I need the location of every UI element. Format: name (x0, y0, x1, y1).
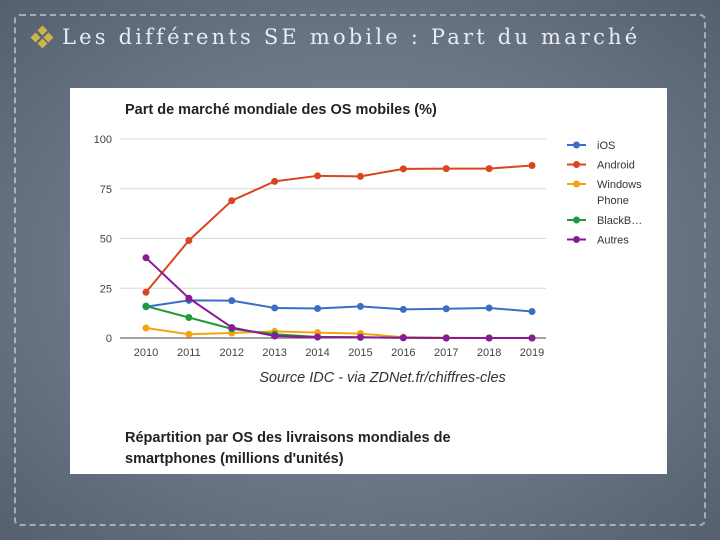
slide-frame (14, 14, 706, 526)
series-0-point (356, 302, 364, 310)
series-1-line (145, 164, 533, 293)
series-4-point (528, 334, 536, 342)
series-4-point (314, 333, 322, 341)
series-1-point (528, 161, 536, 169)
series-2-point (142, 324, 150, 332)
series-1-point (399, 165, 407, 173)
x-tick-label: 2016 (391, 347, 415, 359)
series-1-point (442, 165, 450, 173)
series-1-point (314, 172, 322, 180)
chart-source: Source IDC - via ZDNet.fr/chiffres-cles (259, 370, 506, 386)
series-4-point (228, 323, 236, 331)
legend-swatch-dot (573, 216, 580, 224)
x-tick-label: 2014 (305, 347, 329, 359)
diamond-bullet-icon (30, 25, 54, 49)
x-tick-label: 2019 (520, 347, 544, 359)
x-tick-label: 2012 (220, 347, 244, 359)
y-tick-label: 50 (100, 234, 112, 246)
legend-swatch-dot (573, 161, 580, 168)
series-3-point (185, 314, 193, 322)
series-0-point (485, 304, 493, 312)
series-1-point (485, 165, 493, 173)
x-tick-label: 2015 (348, 347, 372, 359)
series-4-point (271, 332, 279, 340)
series-4-point (485, 334, 493, 342)
legend-swatch-dot (573, 141, 580, 149)
legend-label: Android (597, 160, 635, 172)
series-0-line (145, 299, 533, 313)
series-2-point (185, 330, 193, 338)
legend-label: iOS (597, 140, 615, 152)
series-4-line (145, 257, 532, 339)
y-tick-label: 75 (100, 184, 112, 196)
slide-title-text: Les différents SE mobile : Part du march… (62, 25, 641, 49)
x-tick-label: 2011 (177, 347, 201, 359)
series-4-point (442, 334, 450, 342)
series-4-point (185, 294, 193, 302)
series-1-point (271, 177, 279, 185)
legend-swatch-dot (573, 236, 580, 243)
series-0-point (314, 305, 322, 313)
series-4-point (356, 333, 364, 341)
legend-label: Windows Phone (597, 179, 642, 207)
legend-label: BlackB… (597, 215, 642, 227)
series-1-point (142, 288, 150, 296)
series-3-point (142, 302, 150, 310)
series-0-point (528, 308, 536, 316)
series-1-point (185, 236, 193, 244)
series-4-point (142, 254, 150, 262)
series-0-point (228, 297, 236, 305)
y-tick-label: 100 (94, 134, 112, 146)
x-tick-label: 2017 (434, 347, 458, 359)
series-1-point (356, 172, 364, 180)
chart-title: Part de marché mondiale des OS mobiles (… (125, 102, 437, 118)
y-tick-label: 0 (106, 333, 112, 345)
x-tick-label: 2018 (477, 347, 501, 359)
series-4-point (399, 334, 407, 342)
series-0-point (399, 305, 407, 313)
second-chart-title: Répartition par OS des livraisons mondia… (125, 430, 451, 467)
legend-label: Autres (597, 235, 629, 247)
slide-title: Les différents SE mobile : Part du march… (30, 22, 641, 52)
y-tick-label: 25 (100, 283, 112, 295)
line-chart: 0 25 50 75 100 2010 2011 2012 2013 2014 2015 2016 20… (94, 134, 643, 359)
chart-panel: Part de marché mondiale des OS mobiles (… (70, 88, 667, 474)
legend-swatch-dot (573, 180, 580, 188)
x-tick-label: 2010 (134, 347, 158, 359)
series-1-point (228, 197, 236, 205)
series-0-point (271, 304, 279, 312)
series-0-point (442, 305, 450, 313)
x-tick-label: 2013 (262, 347, 286, 359)
